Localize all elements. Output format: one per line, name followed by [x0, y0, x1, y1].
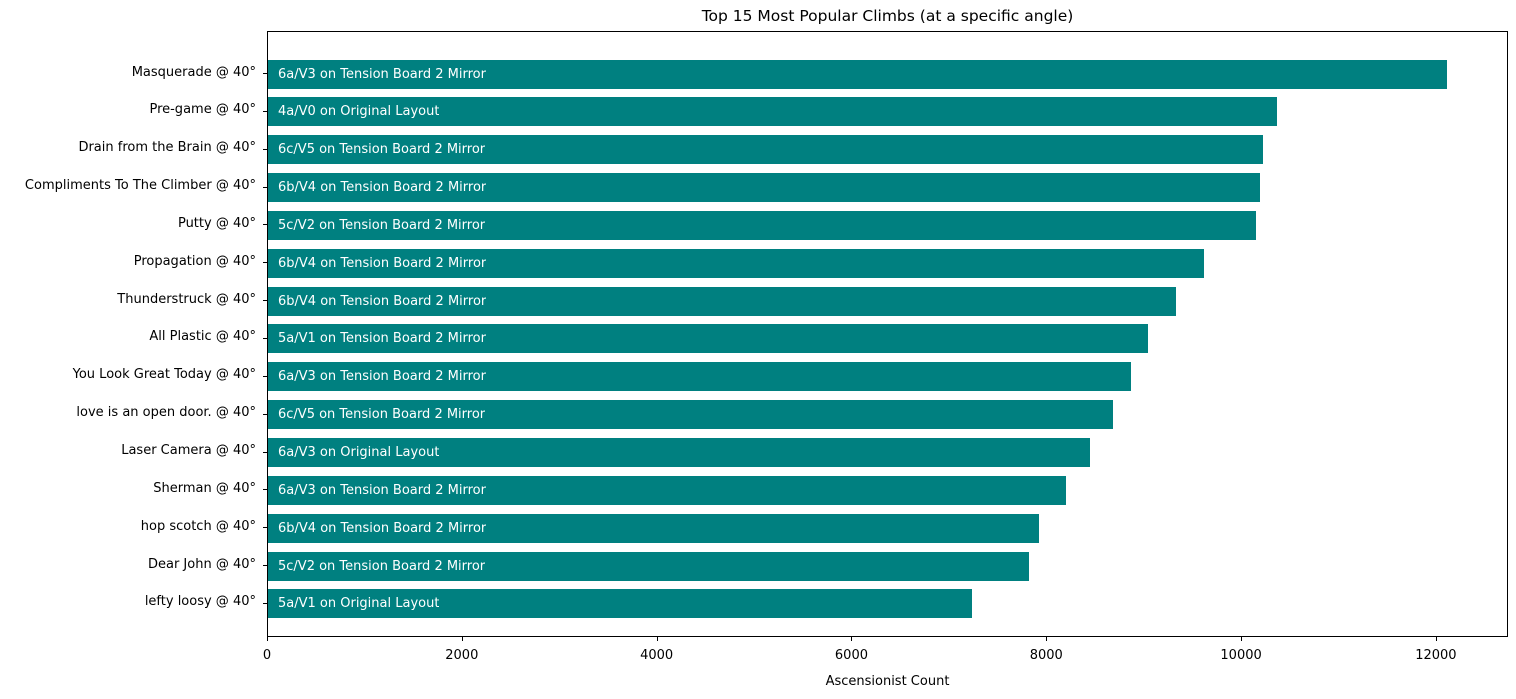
- plot-area: 6a/V3 on Tension Board 2 Mirror 4a/V0 on …: [267, 31, 1508, 637]
- bar: 6b/V4 on Tension Board 2 Mirror: [268, 248, 1204, 278]
- y-tick-label: Sherman @ 40°: [153, 480, 256, 496]
- bar-inner-label: 5c/V2 on Tension Board 2 Mirror: [278, 217, 486, 233]
- x-tick-mark: [656, 637, 658, 641]
- bar: 5a/V1 on Original Layout: [268, 589, 973, 619]
- y-tick-label: All Plastic @ 40°: [149, 329, 256, 345]
- y-tick-mark: [263, 73, 267, 74]
- y-tick-label: Drain from the Brain @ 40°: [78, 140, 256, 156]
- y-tick-label: Pre-game @ 40°: [149, 102, 256, 118]
- y-tick-label: Propagation @ 40°: [133, 253, 256, 269]
- x-tick-label: 10000: [1220, 648, 1262, 663]
- y-tick-mark: [263, 489, 267, 491]
- bar-inner-label: 6c/V5 on Tension Board 2 Mirror: [278, 407, 486, 423]
- y-tick-label: Laser Camera @ 40°: [121, 443, 256, 459]
- y-tick-mark: [263, 602, 267, 604]
- y-tick-mark: [263, 262, 267, 264]
- y-tick-label: Thunderstruck @ 40°: [117, 291, 256, 307]
- x-tick-label: 0: [262, 648, 272, 663]
- y-tick-mark: [263, 224, 267, 226]
- bar: 6a/V3 on Tension Board 2 Mirror: [268, 362, 1131, 392]
- y-tick-mark: [263, 451, 267, 453]
- x-tick-mark: [461, 637, 463, 641]
- bar-inner-label: 6a/V3 on Tension Board 2 Mirror: [278, 482, 486, 498]
- y-tick-mark: [263, 300, 267, 302]
- y-tick-label: Compliments To The Climber @ 40°: [24, 178, 256, 194]
- y-tick-label: Putty @ 40°: [177, 215, 256, 231]
- x-tick-label: 4000: [640, 648, 674, 663]
- bar: 6a/V3 on Tension Board 2 Mirror: [268, 59, 1447, 89]
- bar: 6c/V5 on Tension Board 2 Mirror: [268, 135, 1263, 165]
- bar: 6b/V4 on Tension Board 2 Mirror: [268, 513, 1040, 543]
- bar: 4a/V0 on Original Layout: [268, 97, 1278, 127]
- x-tick-mark: [1435, 637, 1437, 641]
- x-tick-label: 8000: [1029, 648, 1063, 663]
- bar-inner-label: 5a/V1 on Tension Board 2 Mirror: [278, 331, 486, 347]
- y-tick-mark: [263, 337, 267, 339]
- bar: 6a/V3 on Tension Board 2 Mirror: [268, 475, 1067, 505]
- x-tick-label: 2000: [445, 648, 479, 663]
- y-tick-label: love is an open door. @ 40°: [76, 405, 256, 421]
- bar: 6b/V4 on Tension Board 2 Mirror: [268, 173, 1260, 203]
- y-tick-label: Dear John @ 40°: [147, 556, 256, 572]
- x-axis-label: Ascensionist Count: [825, 674, 950, 689]
- x-tick-mark: [1241, 637, 1243, 641]
- bar-inner-label: 6a/V3 on Tension Board 2 Mirror: [278, 369, 486, 385]
- y-tick-mark: [263, 413, 267, 415]
- x-tick-label: 6000: [834, 648, 868, 663]
- y-tick-label: lefty loosy @ 40°: [144, 594, 256, 610]
- y-tick-label: Masquerade @ 40°: [131, 64, 256, 80]
- bar: 6c/V5 on Tension Board 2 Mirror: [268, 400, 1114, 430]
- chart-title: Top 15 Most Popular Climbs (at a specifi…: [701, 7, 1074, 25]
- y-tick-mark: [263, 186, 267, 188]
- x-tick-label: 12000: [1415, 648, 1457, 663]
- y-tick-mark: [263, 565, 267, 567]
- bar-inner-label: 4a/V0 on Original Layout: [278, 104, 440, 120]
- bar-inner-label: 6b/V4 on Tension Board 2 Mirror: [278, 520, 487, 536]
- bar: 5a/V1 on Tension Board 2 Mirror: [268, 324, 1149, 354]
- y-tick-mark: [263, 110, 267, 112]
- bar-inner-label: 5a/V1 on Original Layout: [278, 596, 440, 612]
- x-tick-mark: [1046, 637, 1048, 641]
- bar-inner-label: 6b/V4 on Tension Board 2 Mirror: [278, 255, 487, 271]
- bar-inner-label: 6c/V5 on Tension Board 2 Mirror: [278, 142, 486, 158]
- y-tick-mark: [263, 148, 267, 150]
- bar: 5c/V2 on Tension Board 2 Mirror: [268, 551, 1029, 581]
- bar-inner-label: 6a/V3 on Tension Board 2 Mirror: [278, 66, 486, 82]
- bar-inner-label: 6b/V4 on Tension Board 2 Mirror: [278, 293, 487, 309]
- x-tick-mark: [267, 637, 268, 641]
- y-tick-mark: [263, 527, 267, 529]
- y-tick-label: hop scotch @ 40°: [140, 518, 256, 534]
- x-tick-mark: [851, 637, 853, 641]
- y-tick-mark: [263, 375, 267, 377]
- bar-inner-label: 6a/V3 on Original Layout: [278, 445, 440, 461]
- bar: 5c/V2 on Tension Board 2 Mirror: [268, 210, 1257, 240]
- bar: 6a/V3 on Original Layout: [268, 438, 1090, 468]
- bar-inner-label: 6b/V4 on Tension Board 2 Mirror: [278, 180, 487, 196]
- y-tick-label: You Look Great Today @ 40°: [72, 367, 256, 383]
- bar-inner-label: 5c/V2 on Tension Board 2 Mirror: [278, 558, 486, 574]
- bar: 6b/V4 on Tension Board 2 Mirror: [268, 286, 1177, 316]
